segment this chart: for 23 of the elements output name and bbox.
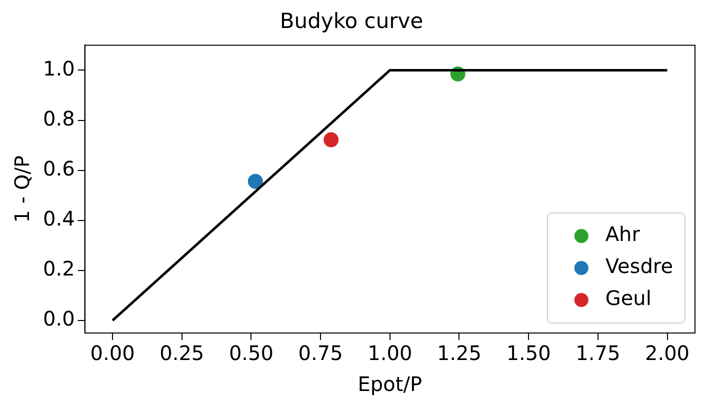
x-axis-title: Epot/P [358,372,422,396]
point [324,132,339,148]
x-tick-label: 1.25 [436,341,482,366]
x-tick-label: 1.00 [368,341,412,366]
x-tick-label: 0.25 [160,341,204,366]
legend-label: Geul [605,286,652,310]
y-tick-label: 0.8 [42,106,75,130]
y-tick-label: 0.4 [42,206,75,231]
x-tick-label: 0.50 [228,341,274,366]
x-tick-label: 1.50 [506,341,551,366]
y-axis-title: 1 - Q/P [10,156,34,223]
legend-label: Ahr [605,222,641,246]
y-tick-label: 0.2 [42,256,75,281]
x-tick-label: 2.00 [645,341,690,366]
y-tick-label: 0.0 [42,306,75,331]
x-tick-label: 0.00 [90,341,135,366]
legend-label: Vesdre [605,254,674,278]
y-tick-label: 1.0 [42,56,75,80]
x-tick-label: 0.75 [298,341,343,366]
chart-title: Budyko curve [280,9,424,34]
y-tick-label: 0.6 [42,156,75,181]
x-tick-label: 1.75 [576,341,620,366]
point [248,174,263,189]
